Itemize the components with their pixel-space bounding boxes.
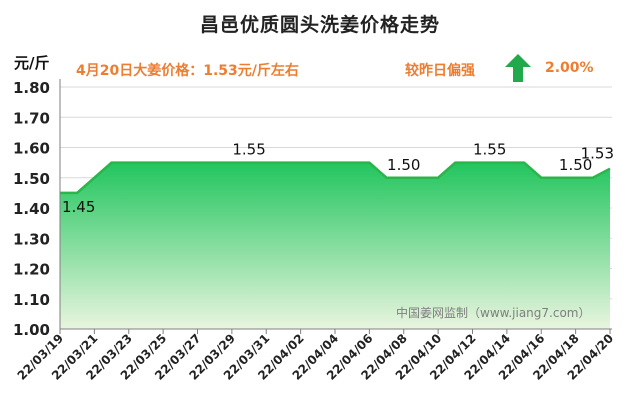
area-series (59, 161, 611, 329)
y-tick-label: 1.30 (13, 230, 50, 248)
axes (59, 79, 612, 330)
data-labels: 1.451.551.501.551.501.53 (62, 141, 614, 216)
y-tick-label: 1.80 (13, 79, 50, 97)
y-tick-label: 1.10 (13, 291, 50, 309)
y-tick-label: 1.50 (13, 170, 50, 188)
x-axis-ticks: 22/03/1922/03/2122/03/2322/03/2522/03/27… (15, 329, 616, 383)
y-tick-label: 1.40 (13, 200, 50, 218)
area-fill (60, 162, 610, 329)
y-axis-ticks: 1.00 1.10 1.20 1.30 1.40 1.50 1.60 1.70 1.80 (13, 79, 50, 339)
data-label: 1.50 (387, 156, 420, 174)
compare-label: 较昨日偏强 (405, 63, 475, 79)
y-tick-label: 1.60 (13, 140, 50, 158)
watermark: 中国姜网监制（www.jiang7.com） (396, 306, 591, 320)
compare-value: 2.00% (545, 60, 594, 76)
data-label: 1.55 (232, 141, 265, 159)
y-tick-label: 1.70 (13, 109, 50, 127)
y-tick-label: 1.20 (13, 261, 50, 279)
chart-title: 昌邑优质圆头洗姜价格走势 (199, 14, 440, 36)
y-tick-label: 1.00 (13, 321, 50, 339)
unit-label: 元/斤 (14, 54, 50, 72)
price-note: 4月20日大姜价格：1.53元/斤左右 (76, 63, 299, 79)
data-label: 1.55 (473, 141, 506, 159)
data-label: 1.53 (581, 145, 614, 163)
data-label: 1.50 (559, 156, 592, 174)
data-label: 1.45 (62, 198, 95, 216)
up-arrow-icon (505, 54, 531, 82)
